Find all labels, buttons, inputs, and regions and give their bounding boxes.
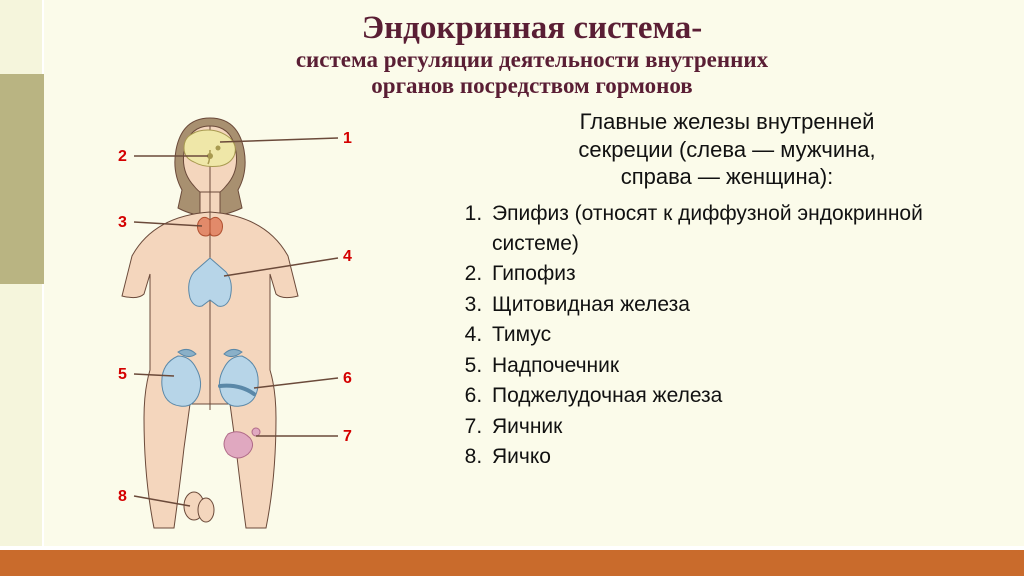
list-header-line3: справа — женщина):: [621, 164, 834, 189]
label-6: 6: [343, 370, 352, 388]
title-sub-2: органов посредством гормонов: [60, 73, 1004, 99]
sidebar: [0, 0, 44, 576]
content: 1 2 3 4 5 6 7 8 Главные железы внутренне…: [60, 108, 1006, 542]
label-5: 5: [118, 366, 127, 384]
list-item: Эпифиз (относят к диффузной эндокринной …: [488, 199, 1006, 260]
list-header: Главные железы внутренней секреции (слев…: [448, 108, 1006, 191]
list-item: Тимус: [488, 320, 1006, 350]
sidebar-tab: [0, 74, 44, 284]
list-item: Гипофиз: [488, 259, 1006, 289]
label-2: 2: [118, 148, 127, 166]
list-header-line2: секреции (слева — мужчина,: [578, 137, 875, 162]
list-item: Поджелудочная железа: [488, 381, 1006, 411]
title-block: Эндокринная система- система регуляции д…: [60, 10, 1004, 100]
list-item: Яичко: [488, 442, 1006, 472]
label-4: 4: [343, 248, 352, 266]
list-item: Щитовидная железа: [488, 290, 1006, 320]
label-7: 7: [343, 428, 352, 446]
anatomy-figure: 1 2 3 4 5 6 7 8: [60, 108, 440, 542]
label-8: 8: [118, 488, 127, 506]
list-item: Яичник: [488, 412, 1006, 442]
text-column: Главные железы внутренней секреции (слев…: [440, 108, 1006, 542]
label-1: 1: [343, 130, 352, 148]
label-3: 3: [118, 214, 127, 232]
slide: Эндокринная система- система регуляции д…: [0, 0, 1024, 576]
bottom-bar: [0, 546, 1024, 576]
gland-list: Эпифиз (относят к диффузной эндокринной …: [448, 199, 1006, 473]
list-item: Надпочечник: [488, 351, 1006, 381]
list-header-line1: Главные железы внутренней: [580, 109, 875, 134]
title-sub-1: система регуляции деятельности внутренни…: [60, 47, 1004, 73]
title-main: Эндокринная система-: [60, 10, 1004, 47]
anatomy-svg: [60, 108, 440, 538]
